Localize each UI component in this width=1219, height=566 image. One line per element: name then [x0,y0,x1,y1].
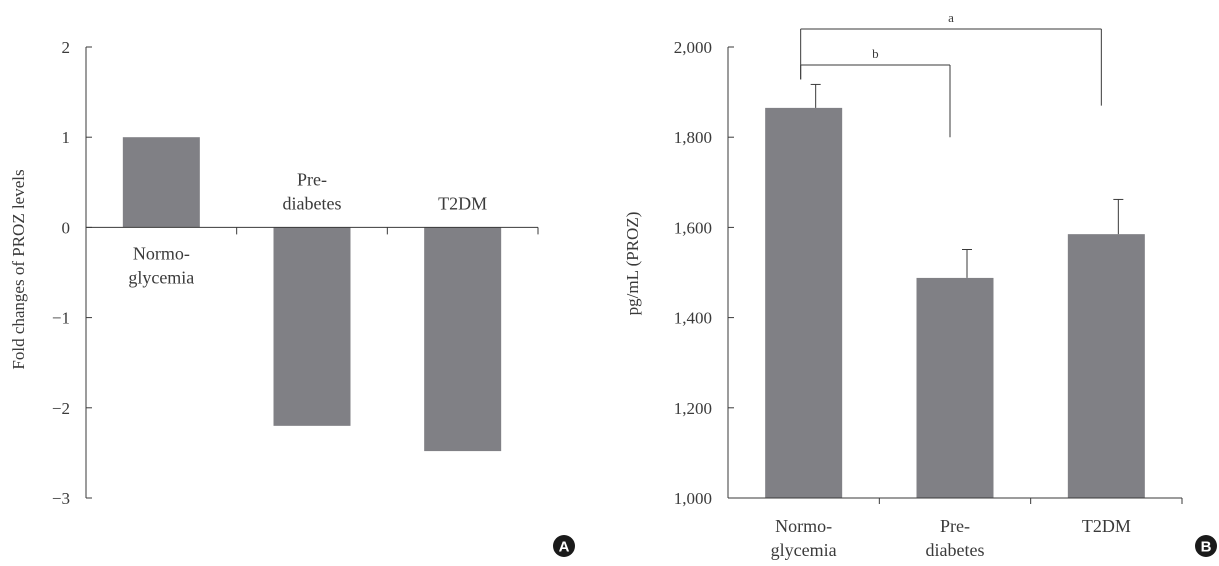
category-label-1-line-0: Pre- [297,169,327,189]
bar-0 [122,137,200,228]
panel-b-chart: 1,000 1,200 1,400 1,600 1,800 2,000 Normo-glyc… [623,10,1183,560]
sig-label-1: a [948,10,954,25]
bar-1 [916,277,994,498]
y-tick-label-4: 1,800 [674,128,712,147]
panel-a-chart: 2 1 0 −1 −2 −3 Normo-glycemia Pre-diabetes T2DM F… [9,38,539,508]
y-tick-label-3: 1,600 [674,218,712,237]
category-label-0-line-1: glycemia [771,540,837,560]
y-tick-label-2: 1,400 [674,309,712,328]
bar-2 [424,227,502,452]
panel-a-badge: A [553,535,575,557]
y-tick-label-5: −3 [52,489,70,508]
y-tick-label-0: 2 [62,38,71,57]
category-label-0-line-0: Normo- [775,516,832,536]
panel-b-badge-circle [1195,535,1217,557]
category-label-2-line-0: T2DM [1082,516,1131,536]
category-label-2-line-0: T2DM [438,193,487,213]
y-tick-label-3: −1 [52,309,70,328]
bar-0 [765,107,843,498]
bar-2 [1067,234,1145,499]
category-label-1-line-1: diabetes [283,193,342,213]
y-axis-title: Fold changes of PROZ levels [9,169,28,369]
panel-b-badge: B [1195,535,1217,557]
category-label-1-line-1: diabetes [926,540,985,560]
y-tick-label-1: 1,200 [674,399,712,418]
y-tick-label-2: 0 [62,218,71,237]
y-tick-label-0: 1,000 [674,489,712,508]
y-tick-label-1: 1 [62,128,71,147]
panel-a-badge-circle [553,535,575,557]
y-axis-title: pg/mL (PROZ) [623,212,642,316]
y-tick-label-5: 2,000 [674,38,712,57]
category-label-0-line-1: glycemia [128,267,194,287]
category-label-1-line-0: Pre- [940,516,970,536]
sig-label-0: b [872,46,879,61]
bar-1 [273,227,351,426]
panel-b-letter: B [1201,539,1212,556]
category-label-0-line-0: Normo- [133,243,190,263]
panel-a-letter: A [559,539,570,556]
y-tick-label-4: −2 [52,399,70,418]
